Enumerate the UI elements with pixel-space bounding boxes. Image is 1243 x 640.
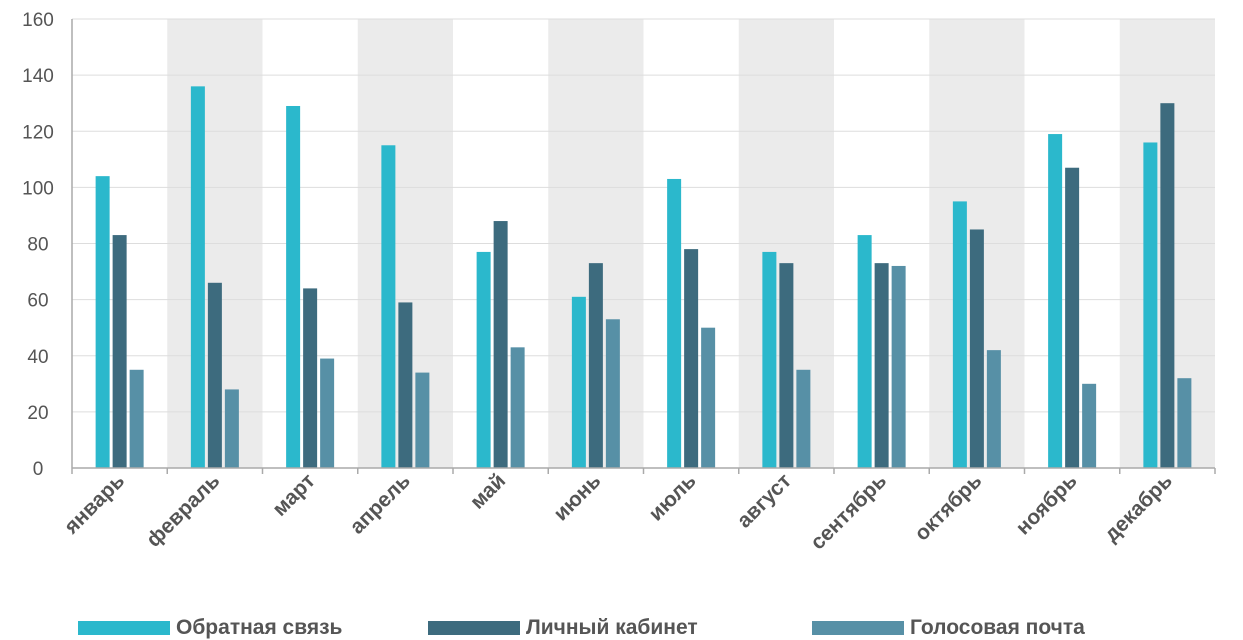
bar-series-0 bbox=[1048, 134, 1063, 468]
gridlines bbox=[72, 18, 1215, 413]
bar-series-0 bbox=[95, 176, 110, 468]
bar-series-2 bbox=[701, 327, 716, 468]
x-tick-labels: январь февраль март апрель май июнь июль август… bbox=[59, 469, 1177, 554]
legend-swatch-voicemail bbox=[812, 621, 904, 635]
bar-series-1 bbox=[684, 249, 699, 468]
bar-series-0 bbox=[1143, 142, 1158, 468]
bar-series-2 bbox=[986, 350, 1001, 468]
y-tick-label: 80 bbox=[27, 235, 48, 256]
bar-series-1 bbox=[588, 263, 603, 468]
x-tick-label: сентябрь bbox=[806, 469, 891, 554]
y-tick-label: 20 bbox=[27, 403, 48, 424]
bars bbox=[95, 86, 1192, 469]
bar-series-2 bbox=[605, 319, 620, 468]
bar-series-0 bbox=[286, 105, 301, 469]
x-tick-label: декабрь bbox=[1100, 469, 1177, 546]
bar-series-1 bbox=[398, 302, 413, 468]
bar-series-1 bbox=[493, 221, 508, 468]
y-tick-label: 100 bbox=[22, 178, 54, 199]
bar-series-2 bbox=[891, 265, 906, 468]
bar-series-1 bbox=[969, 229, 984, 468]
x-tick-label: ноябрь bbox=[1012, 469, 1082, 539]
y-tick-labels: 0 20 40 60 80 100 120 140 160 bbox=[22, 10, 54, 480]
x-tick-label: январь bbox=[59, 469, 129, 539]
y-tick-label: 40 bbox=[27, 347, 48, 368]
bar-series-2 bbox=[224, 389, 239, 468]
y-tick-label: 60 bbox=[27, 291, 48, 312]
bar-series-0 bbox=[952, 201, 967, 468]
x-tick-label: апрель bbox=[346, 469, 415, 538]
x-tick-label: август bbox=[733, 469, 796, 532]
legend-label-personal-account: Личный кабинет bbox=[526, 616, 698, 639]
legend-label-voicemail: Голосовая почта bbox=[910, 616, 1085, 639]
bar-series-1 bbox=[874, 263, 889, 468]
x-tick-label: февраль bbox=[142, 469, 224, 551]
y-tick-label: 160 bbox=[22, 10, 54, 31]
x-tick-label: март bbox=[268, 469, 319, 520]
bar-series-2 bbox=[1082, 383, 1097, 468]
y-tick-label: 0 bbox=[33, 459, 44, 480]
legend: Обратная связь Личный кабинет Голосовая … bbox=[0, 612, 1243, 640]
bar-series-0 bbox=[762, 251, 777, 468]
bar-series-0 bbox=[667, 178, 682, 469]
x-tick-label: июнь bbox=[549, 469, 605, 525]
bar-series-0 bbox=[571, 296, 586, 468]
bar-series-1 bbox=[1160, 103, 1175, 468]
x-tick-label: май bbox=[466, 469, 510, 513]
legend-swatch-feedback bbox=[78, 621, 170, 635]
legend-item-voicemail: Голосовая почта bbox=[812, 616, 1085, 640]
bar-series-2 bbox=[129, 369, 144, 468]
bar-series-1 bbox=[207, 282, 222, 468]
bar-series-2 bbox=[796, 369, 811, 468]
bar-series-1 bbox=[779, 263, 794, 468]
legend-item-personal-account: Личный кабинет bbox=[428, 616, 698, 640]
axes bbox=[71, 19, 1216, 474]
legend-swatch-personal-account bbox=[428, 621, 520, 635]
bar-series-0 bbox=[190, 86, 205, 468]
bar-series-0 bbox=[857, 235, 872, 468]
bar-series-1 bbox=[1065, 167, 1080, 468]
bar-series-2 bbox=[320, 358, 335, 468]
bar-series-0 bbox=[381, 145, 396, 468]
x-tick-label: июль bbox=[644, 469, 700, 525]
bar-series-1 bbox=[303, 288, 318, 468]
legend-item-feedback: Обратная связь bbox=[78, 616, 342, 640]
y-tick-label: 120 bbox=[22, 122, 54, 143]
x-tick-label: октябрь bbox=[910, 469, 986, 545]
bar-series-0 bbox=[476, 251, 491, 468]
bar-series-1 bbox=[112, 235, 127, 468]
bar-series-2 bbox=[1177, 378, 1192, 468]
bar-series-2 bbox=[510, 347, 525, 468]
bar-series-2 bbox=[415, 372, 430, 468]
y-tick-label: 140 bbox=[22, 66, 54, 87]
legend-label-feedback: Обратная связь bbox=[176, 616, 343, 639]
